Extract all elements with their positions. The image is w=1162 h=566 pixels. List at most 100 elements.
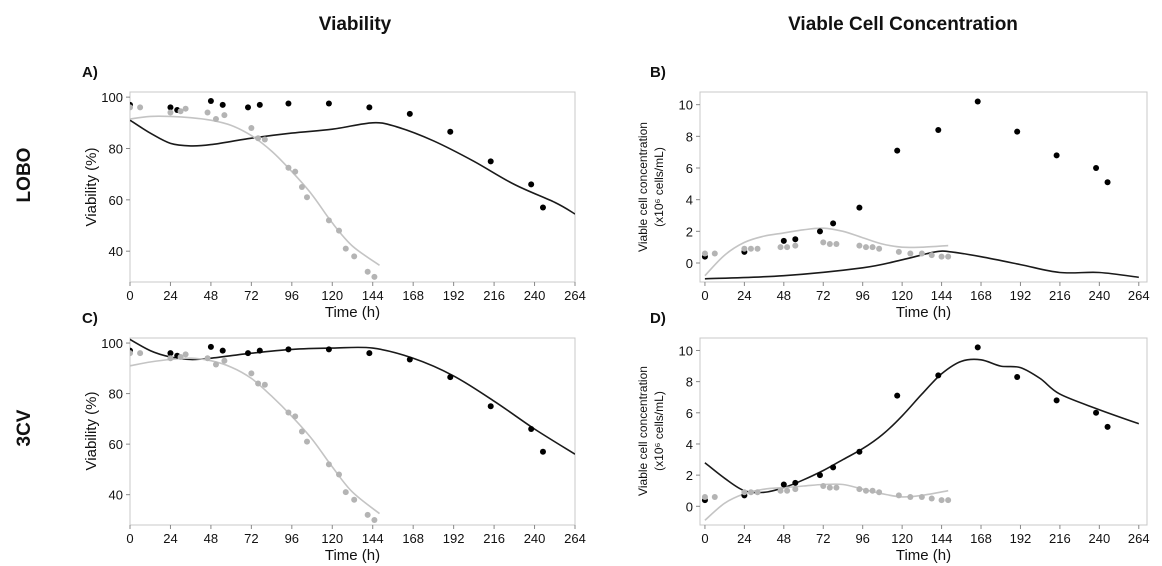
grey-data-point [701,493,708,500]
black-data-point [792,479,799,486]
x-tick-label: 216 [483,531,505,546]
y-axis-title-line: (x10⁶ cells/mL) [652,147,666,227]
black-data-point [207,343,214,350]
black-data-point [366,350,373,357]
grey-data-point [938,253,945,260]
black-data-point [935,372,942,379]
grey-data-point [177,353,184,360]
grey-data-point [862,487,869,494]
grey-data-point [248,124,255,131]
x-tick-label: 192 [1010,531,1032,546]
x-tick-label: 144 [362,288,384,303]
grey-data-point [325,461,332,468]
panel-letter: D) [650,310,666,327]
black-data-point [1093,165,1100,171]
grey-data-point [221,357,228,364]
x-tick-label: 0 [701,531,708,546]
grey-fit-line [704,227,949,277]
grey-data-point [351,253,358,260]
grey-data-point [298,184,305,190]
black-data-point [830,220,837,227]
grey-data-point [130,104,133,111]
panel-letter: C) [82,310,98,327]
grey-data-point [182,351,189,358]
black-data-point [816,228,823,235]
x-tick-label: 24 [737,288,751,303]
x-tick-label: 168 [402,288,424,303]
plot-frame [699,91,1148,283]
x-tick-label: 192 [443,531,465,546]
plot-frame [129,91,576,283]
grey-data-point [945,497,952,504]
black-fit-line [130,119,575,215]
grey-data-point [907,250,914,257]
black-data-point [406,356,413,363]
grey-data-point [255,380,262,387]
panel-a: A) 0 24 48 72 96 120 144 168 192 216 240 264 40 60 80 10… [82,64,586,321]
y-axis-title: Viable cell concentration (x10⁶ cells/mL) [636,122,666,252]
black-data-point [894,147,901,154]
black-data-point [167,350,174,357]
grey-data-point [137,350,144,357]
column-title-viability: Viability [319,14,392,35]
y-axis-title: Viability (%) [83,148,100,227]
black-data-point [1053,152,1060,159]
y-tick-label: 8 [686,129,693,144]
grey-data-point [928,252,935,259]
grey-data-point [741,489,748,496]
grey-data-point [248,370,255,377]
x-tick-label: 48 [777,288,791,303]
grey-data-point [137,104,144,111]
grey-data-point [784,244,791,251]
grey-data-point [371,516,378,523]
grey-data-point [303,438,310,445]
grey-data-point [918,250,925,257]
x-tick-label: 24 [163,288,177,303]
black-data-point [816,472,823,479]
grey-data-point [261,381,268,388]
grey-data-point [747,489,754,496]
grey-data-point [777,487,784,494]
y-tick-label: 80 [109,141,123,156]
black-data-point [487,158,494,165]
y-tick-label: 2 [686,224,693,239]
x-tick-label: 240 [524,531,546,546]
grey-data-point [826,484,833,491]
grey-data-point [784,487,791,494]
black-data-point [1104,423,1111,430]
panel-letter: A) [82,64,98,81]
black-data-point [1104,179,1111,186]
panel-c: C) 0 24 48 72 96 120 144 168 192 216 240 264 40 60 80 10… [82,310,586,564]
x-tick-label: 144 [931,288,953,303]
grey-fit-line [130,357,380,515]
y-tick-label: 6 [686,161,693,176]
x-tick-label: 168 [970,531,992,546]
x-tick-label: 264 [1128,531,1150,546]
grey-data-point [747,245,754,252]
x-axis-title: Time (h) [325,304,380,321]
grey-data-point [918,493,925,500]
y-axis-title-line: Viable cell concentration [636,122,650,252]
grey-data-point [285,164,292,171]
grey-data-point [876,245,883,252]
black-data-point [894,392,901,399]
y-axis-title-line: Viability (%) [83,392,100,471]
x-tick-label: 48 [204,531,218,546]
x-tick-label: 96 [285,531,299,546]
y-axis-title-line: (x10⁶ cells/mL) [652,391,666,471]
black-data-point [974,98,981,105]
grey-data-point [777,244,784,251]
x-tick-label: 48 [204,288,218,303]
black-data-point [1014,128,1021,135]
grey-data-point [285,409,292,416]
x-tick-label: 192 [1010,288,1032,303]
plot-area [130,338,575,523]
black-data-point [285,346,292,353]
black-data-point [325,346,332,353]
x-tick-label: 120 [321,531,343,546]
black-fit-line [704,250,1139,280]
grey-data-point [741,245,748,252]
grey-data-point [130,350,133,357]
grey-data-point [856,486,863,493]
grey-data-point [938,497,945,504]
